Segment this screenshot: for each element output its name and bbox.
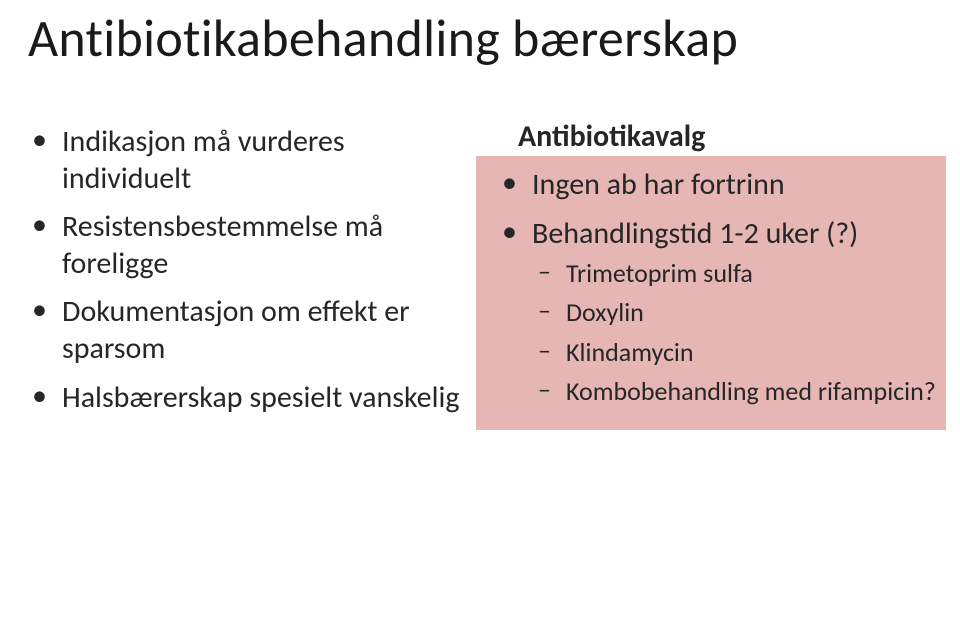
right-column: Antibiotikavalg Ingen ab har fortrinn Be… bbox=[490, 118, 936, 417]
left-column: Indikasjon må vurderes individuelt Resis… bbox=[20, 118, 460, 422]
slide: Antibiotikabehandling bærerskap Indikasj… bbox=[0, 0, 960, 642]
list-item: Dokumentasjon om effekt er sparsom bbox=[20, 288, 460, 373]
left-bullets: Indikasjon må vurderes individuelt Resis… bbox=[20, 118, 460, 422]
sub-bullets: Trimetoprim sulfa Doxylin Klindamycin Ko… bbox=[532, 254, 936, 411]
right-heading: Antibiotikavalg bbox=[518, 118, 936, 155]
list-item: Klindamycin bbox=[532, 333, 936, 372]
list-item: Halsbærerskap spesielt vanskelig bbox=[20, 374, 460, 423]
list-item: Doxylin bbox=[532, 293, 936, 332]
list-item-label: Behandlingstid 1-2 uker (?) bbox=[532, 215, 858, 252]
list-item: Kombobehandling med rifampicin? bbox=[532, 372, 936, 411]
list-item: Resistensbestemmelse må foreligge bbox=[20, 203, 460, 288]
list-item: Trimetoprim sulfa bbox=[532, 254, 936, 293]
list-item: Behandlingstid 1-2 uker (?) Trimetoprim … bbox=[490, 210, 936, 417]
right-bullets: Ingen ab har fortrinn Behandlingstid 1-2… bbox=[490, 161, 936, 417]
list-item: Ingen ab har fortrinn bbox=[490, 161, 936, 210]
list-item: Indikasjon må vurderes individuelt bbox=[20, 118, 460, 203]
slide-title: Antibiotikabehandling bærerskap bbox=[28, 6, 932, 70]
